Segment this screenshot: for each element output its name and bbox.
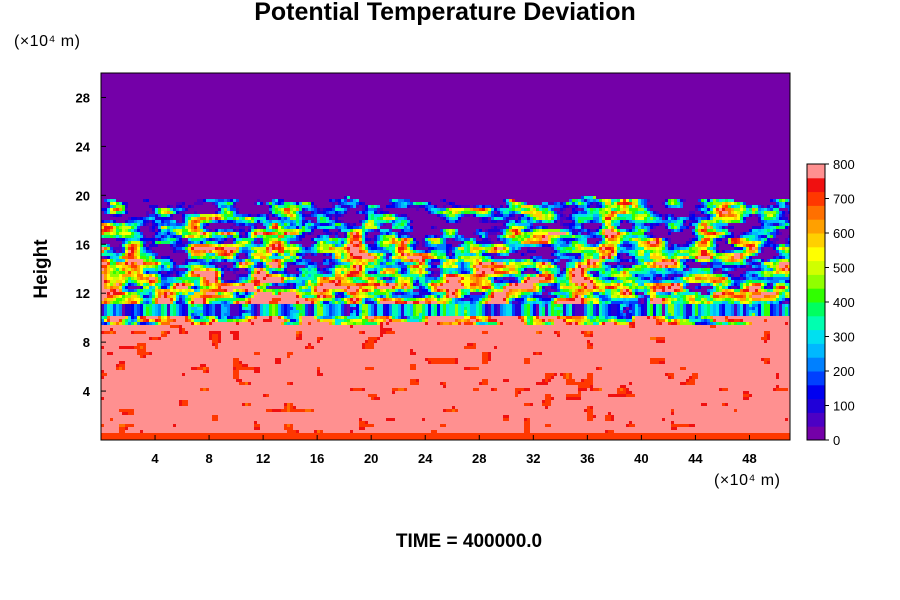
x-tick-label-2: 12 xyxy=(256,451,270,466)
x-tick-label-9: 40 xyxy=(634,451,648,466)
colorbar-tick-label-4: 400 xyxy=(833,295,855,310)
x-tick-label-3: 16 xyxy=(310,451,324,466)
x-tick-label-7: 32 xyxy=(526,451,540,466)
y-axis-unit: (×10⁴ m) xyxy=(14,33,81,50)
colorbar-swatch-2 xyxy=(807,398,825,413)
y-tick-label-0: 4 xyxy=(83,384,91,399)
colorbar-swatch-15 xyxy=(807,219,825,234)
colorbar-tick-label-0: 0 xyxy=(833,433,840,448)
y-tick-label-5: 24 xyxy=(76,139,91,154)
x-tick-label-0: 4 xyxy=(151,451,159,466)
x-tick-label-5: 24 xyxy=(418,451,433,466)
colorbar-swatch-18 xyxy=(807,177,825,193)
colorbar-swatch-12 xyxy=(807,260,825,275)
y-axis-ticks: 4 8 12 16 20 24 28 xyxy=(76,90,106,399)
colorbar-swatch-8 xyxy=(807,315,825,331)
colorbar-tick-label-6: 600 xyxy=(833,226,855,241)
y-tick-label-2: 12 xyxy=(76,286,90,301)
x-tick-label-4: 20 xyxy=(364,451,378,466)
colorbar-swatch-16 xyxy=(807,205,825,220)
y-tick-label-1: 8 xyxy=(83,335,90,350)
x-tick-label-11: 48 xyxy=(742,451,756,466)
colorbar-swatch-7 xyxy=(807,329,825,344)
colorbar-swatch-4 xyxy=(807,371,825,386)
time-label: TIME = 400000.0 xyxy=(395,531,543,552)
chart-title: Potential Temperature Deviation xyxy=(254,0,636,26)
y-tick-label-6: 28 xyxy=(76,90,90,105)
colorbar-swatch-10 xyxy=(807,288,825,303)
colorbar-swatch-5 xyxy=(807,357,825,372)
colorbar-tick-label-8: 800 xyxy=(833,157,855,172)
colorbar-swatch-9 xyxy=(807,302,825,317)
colorbar-swatch-13 xyxy=(807,246,825,262)
colorbar-swatch-3 xyxy=(807,384,825,400)
colorbar-swatch-6 xyxy=(807,343,825,358)
x-tick-label-6: 28 xyxy=(472,451,486,466)
x-axis-ticks: 4 8 12 16 20 24 28 32 36 40 44 48 xyxy=(151,435,757,466)
colorbar-tick-label-2: 200 xyxy=(833,364,855,379)
x-tick-label-8: 36 xyxy=(580,451,594,466)
plot-border xyxy=(100,72,791,441)
colorbar-tick-label-7: 700 xyxy=(833,192,855,207)
colorbar-swatch-0 xyxy=(807,426,825,441)
colorbar-swatch-11 xyxy=(807,274,825,289)
colorbar-swatch-14 xyxy=(807,233,825,248)
heatmap-field xyxy=(101,73,790,440)
x-tick-label-10: 44 xyxy=(688,451,703,466)
colorbar-tick-label-5: 500 xyxy=(833,261,855,276)
colorbar-swatch-17 xyxy=(807,191,825,206)
y-tick-label-4: 20 xyxy=(76,188,90,203)
colorbar-tick-label-3: 300 xyxy=(833,330,855,345)
x-axis-unit: (×10⁴ m) xyxy=(714,472,781,489)
colorbar-swatch-1 xyxy=(807,412,825,427)
plot-frame xyxy=(100,72,791,441)
colorbar-swatch-19 xyxy=(807,164,825,179)
colorbar-tick-label-1: 100 xyxy=(833,399,855,414)
colorbar: 0 100 200 300 400 500 600 700 800 xyxy=(806,157,855,448)
y-tick-label-3: 16 xyxy=(76,237,90,252)
x-tick-label-1: 8 xyxy=(205,451,212,466)
